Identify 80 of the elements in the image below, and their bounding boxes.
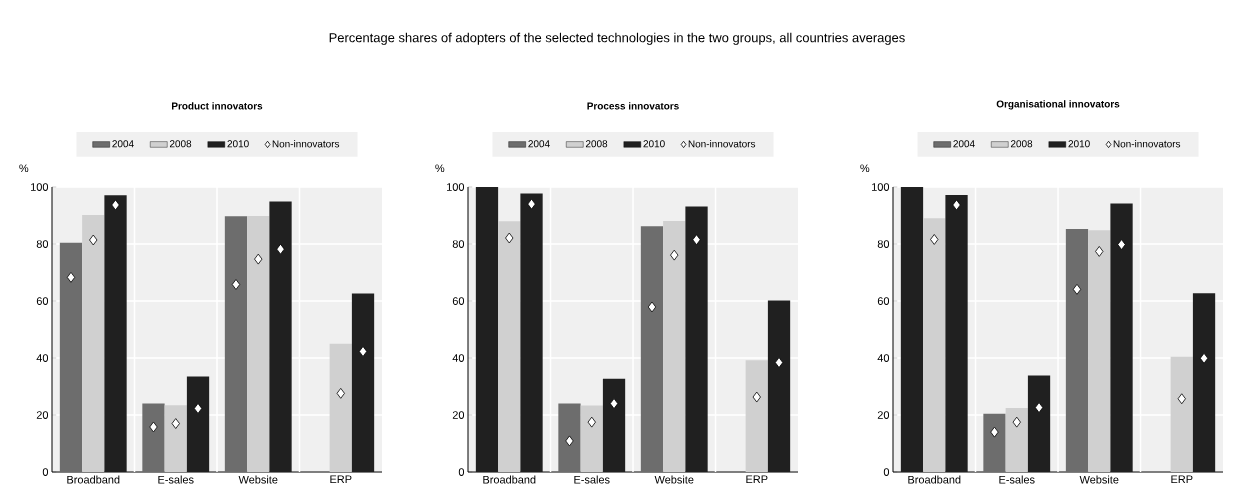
legend-label: 2004 [112,140,134,148]
y-tick-label: 60 [877,297,890,305]
bar [983,413,1006,472]
y-axis-title: % [435,164,445,173]
bar [498,221,521,472]
text: Percentage shares of adopters of the selected technologies in the two groups, all countries averages [329,32,905,45]
bar [1192,293,1216,472]
y-tick-label: 0 [458,468,465,476]
y-tick-label: 20 [36,411,49,419]
legend-label: Non-innovators [272,140,340,148]
x-tick-label: ERP [330,475,352,484]
y-tick-label: 100 [31,183,49,191]
bar [558,403,581,472]
y-tick-label: 60 [452,297,465,305]
y-tick-label: 20 [877,411,890,419]
x-tick-label: ERP [1171,475,1193,484]
x-tick-label: E-sales [574,475,610,484]
x-tick-label: Website [238,475,278,484]
y-tick-label: 100 [447,183,465,191]
bar [602,378,626,472]
x-tick-label: Website [654,475,694,484]
chart-title: Organisational innovators [996,100,1120,110]
x-tick-label: Broadband [483,475,536,484]
y-tick-label: 40 [36,354,49,362]
x-tick-label: E-sales [999,475,1035,484]
y-tick-label: 20 [452,411,465,419]
y-axis-title: % [860,164,870,173]
y-tick-label: 80 [36,240,49,248]
bar [923,218,946,472]
bar [82,214,105,472]
legend-label: 2010 [1068,140,1090,148]
y-tick-label: 40 [877,354,890,362]
bar [663,220,686,472]
legend-label: 2008 [169,140,192,148]
legend-label: 2004 [528,140,550,148]
bar [1027,375,1051,472]
bar [186,376,210,472]
y-tick-label: 100 [872,183,890,191]
legend-label: 2008 [585,140,608,148]
x-tick-label: ERP [746,475,768,484]
legend-label: 2008 [1010,140,1033,148]
y-axis-title: % [19,164,29,173]
legend-label: 2010 [643,140,665,148]
legend-label: Non-innovators [688,140,756,148]
x-tick-label: Broadband [908,475,961,484]
bar [247,216,270,472]
x-tick-label: E-sales [158,475,194,484]
bar [351,293,375,472]
bar [59,242,83,472]
bar [1005,407,1028,472]
bar [1110,203,1133,472]
y-tick-label: 60 [36,297,49,305]
chart-title: Process innovators [587,102,679,110]
bar [1088,230,1111,472]
x-tick-label: Website [1079,475,1119,484]
legend-label: Non-innovators [1113,140,1181,148]
y-tick-label: 40 [452,354,465,362]
bar [745,360,768,472]
bar [329,343,352,472]
bar [224,216,248,472]
chart-title: Product innovators [172,102,263,110]
y-tick-label: 0 [883,468,890,476]
bar [1170,356,1193,472]
legend-label: 2010 [227,140,249,148]
y-tick-label: 0 [42,468,49,476]
bar [640,226,664,472]
bar [269,201,292,472]
bar [142,403,165,472]
bar [1065,228,1089,472]
bar [767,300,791,472]
bar [164,405,187,472]
y-tick-label: 80 [452,240,465,248]
bar [104,195,127,472]
bar [945,194,968,472]
x-tick-label: Broadband [67,475,120,484]
legend-label: 2004 [953,140,975,148]
y-tick-label: 80 [877,240,890,248]
bar [685,206,708,472]
bar [520,193,543,472]
bar [580,405,603,472]
